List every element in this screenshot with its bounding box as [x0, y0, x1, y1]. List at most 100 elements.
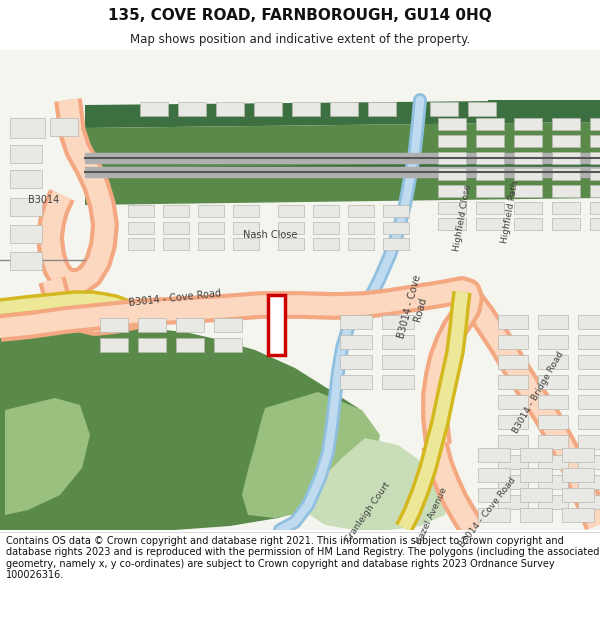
Text: B3014 - Cove Road: B3014 - Cove Road — [128, 288, 222, 308]
Bar — [140, 102, 168, 116]
Bar — [382, 355, 414, 369]
Bar — [468, 102, 496, 116]
Bar — [128, 238, 154, 250]
Bar — [214, 318, 242, 332]
Bar — [498, 435, 528, 449]
Bar — [590, 135, 600, 147]
Bar — [520, 468, 552, 482]
Bar — [578, 435, 600, 449]
Bar — [578, 335, 600, 349]
Bar — [176, 318, 204, 332]
Bar — [198, 222, 224, 234]
Bar — [514, 202, 542, 214]
Bar — [50, 118, 78, 136]
Bar — [10, 118, 45, 138]
Bar — [552, 202, 580, 214]
Bar — [438, 185, 466, 197]
Bar — [520, 488, 552, 502]
Bar — [478, 508, 510, 522]
Bar — [578, 375, 600, 389]
Bar — [514, 168, 542, 180]
Bar — [552, 218, 580, 230]
Bar — [214, 338, 242, 352]
Bar — [498, 455, 528, 469]
Bar — [476, 168, 504, 180]
Bar — [578, 315, 600, 329]
Bar — [578, 415, 600, 429]
Bar — [498, 315, 528, 329]
Bar — [578, 495, 600, 509]
Bar — [138, 338, 166, 352]
Polygon shape — [85, 100, 600, 128]
Bar — [552, 152, 580, 164]
Bar — [552, 185, 580, 197]
Bar — [562, 488, 594, 502]
Polygon shape — [85, 122, 600, 175]
Bar — [514, 118, 542, 130]
Bar — [590, 118, 600, 130]
Polygon shape — [310, 438, 448, 530]
Polygon shape — [242, 392, 380, 518]
Bar — [476, 185, 504, 197]
Bar — [128, 205, 154, 217]
Bar — [538, 435, 568, 449]
Bar — [552, 118, 580, 130]
Bar — [538, 395, 568, 409]
Bar — [590, 168, 600, 180]
Bar — [340, 375, 372, 389]
Bar — [590, 152, 600, 164]
Bar — [498, 335, 528, 349]
Text: B3014 - Cove
Road: B3014 - Cove Road — [396, 274, 434, 342]
Bar — [382, 375, 414, 389]
Bar — [438, 168, 466, 180]
Polygon shape — [0, 325, 372, 530]
Bar — [590, 218, 600, 230]
Bar — [476, 152, 504, 164]
Bar — [498, 355, 528, 369]
Bar — [578, 455, 600, 469]
Text: B3014: B3014 — [28, 195, 59, 205]
Bar — [278, 205, 304, 217]
Bar — [578, 355, 600, 369]
Bar — [514, 218, 542, 230]
Bar — [538, 375, 568, 389]
Bar — [476, 118, 504, 130]
Bar — [100, 318, 128, 332]
Bar — [520, 448, 552, 462]
Text: Cranleigh Court: Cranleigh Court — [344, 480, 392, 544]
Bar — [476, 135, 504, 147]
Bar — [313, 205, 339, 217]
Text: Map shows position and indicative extent of the property.: Map shows position and indicative extent… — [130, 33, 470, 46]
Bar — [552, 135, 580, 147]
Bar — [498, 395, 528, 409]
Bar — [278, 238, 304, 250]
Bar — [438, 202, 466, 214]
Bar — [340, 355, 372, 369]
Bar — [216, 102, 244, 116]
Bar — [538, 495, 568, 509]
Bar — [383, 205, 409, 217]
Text: B3014 - Bridge Road: B3014 - Bridge Road — [511, 349, 565, 434]
Polygon shape — [488, 100, 600, 122]
Bar — [498, 415, 528, 429]
Polygon shape — [5, 398, 90, 515]
Bar — [138, 318, 166, 332]
Bar — [268, 295, 285, 355]
Bar — [538, 315, 568, 329]
Bar — [520, 508, 552, 522]
Bar — [10, 225, 42, 243]
Text: Nash Close: Nash Close — [243, 230, 297, 240]
Bar — [198, 238, 224, 250]
Bar — [10, 198, 42, 216]
Bar — [438, 152, 466, 164]
Bar — [10, 145, 42, 163]
Bar — [562, 468, 594, 482]
Bar — [313, 238, 339, 250]
Bar — [292, 102, 320, 116]
Bar — [348, 205, 374, 217]
Bar — [578, 395, 600, 409]
Bar — [538, 415, 568, 429]
Bar — [368, 102, 396, 116]
Bar — [163, 222, 189, 234]
Bar — [348, 238, 374, 250]
